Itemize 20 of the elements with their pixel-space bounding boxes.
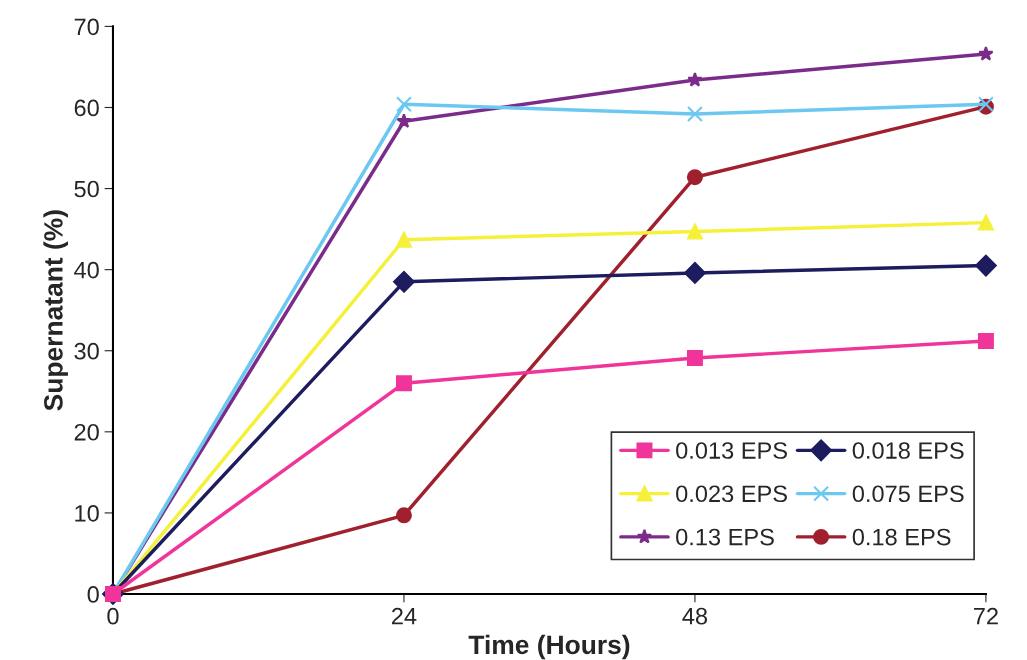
x-tick-label: 0 xyxy=(107,607,119,625)
y-tick-label: 30 xyxy=(74,342,99,360)
legend-label: 0.18 EPS xyxy=(852,528,951,546)
x-tick-label: 48 xyxy=(682,607,708,625)
y-tick-label: 40 xyxy=(74,261,99,279)
legend-label: 0.023 EPS xyxy=(676,485,787,503)
x-tick-label: 72 xyxy=(974,607,998,625)
legend-label: 0.13 EPS xyxy=(676,528,774,546)
x-tick-label: 24 xyxy=(392,607,417,625)
y-tick-label: 0 xyxy=(87,586,99,603)
legend-label: 0.013 EPS xyxy=(676,442,787,459)
legend-label: 0.075 EPS xyxy=(852,485,964,503)
y-tick-label: 50 xyxy=(74,180,99,198)
y-tick-label: 70 xyxy=(74,18,99,36)
legend-label: 0.018 EPS xyxy=(852,442,964,459)
y-tick-label: 10 xyxy=(75,504,99,522)
y-tick-label: 60 xyxy=(74,99,99,117)
x-axis-title: Time (Hours) xyxy=(468,634,630,660)
y-tick-label: 20 xyxy=(74,423,99,441)
y-axis-title: Supernatant (%) xyxy=(43,210,68,411)
